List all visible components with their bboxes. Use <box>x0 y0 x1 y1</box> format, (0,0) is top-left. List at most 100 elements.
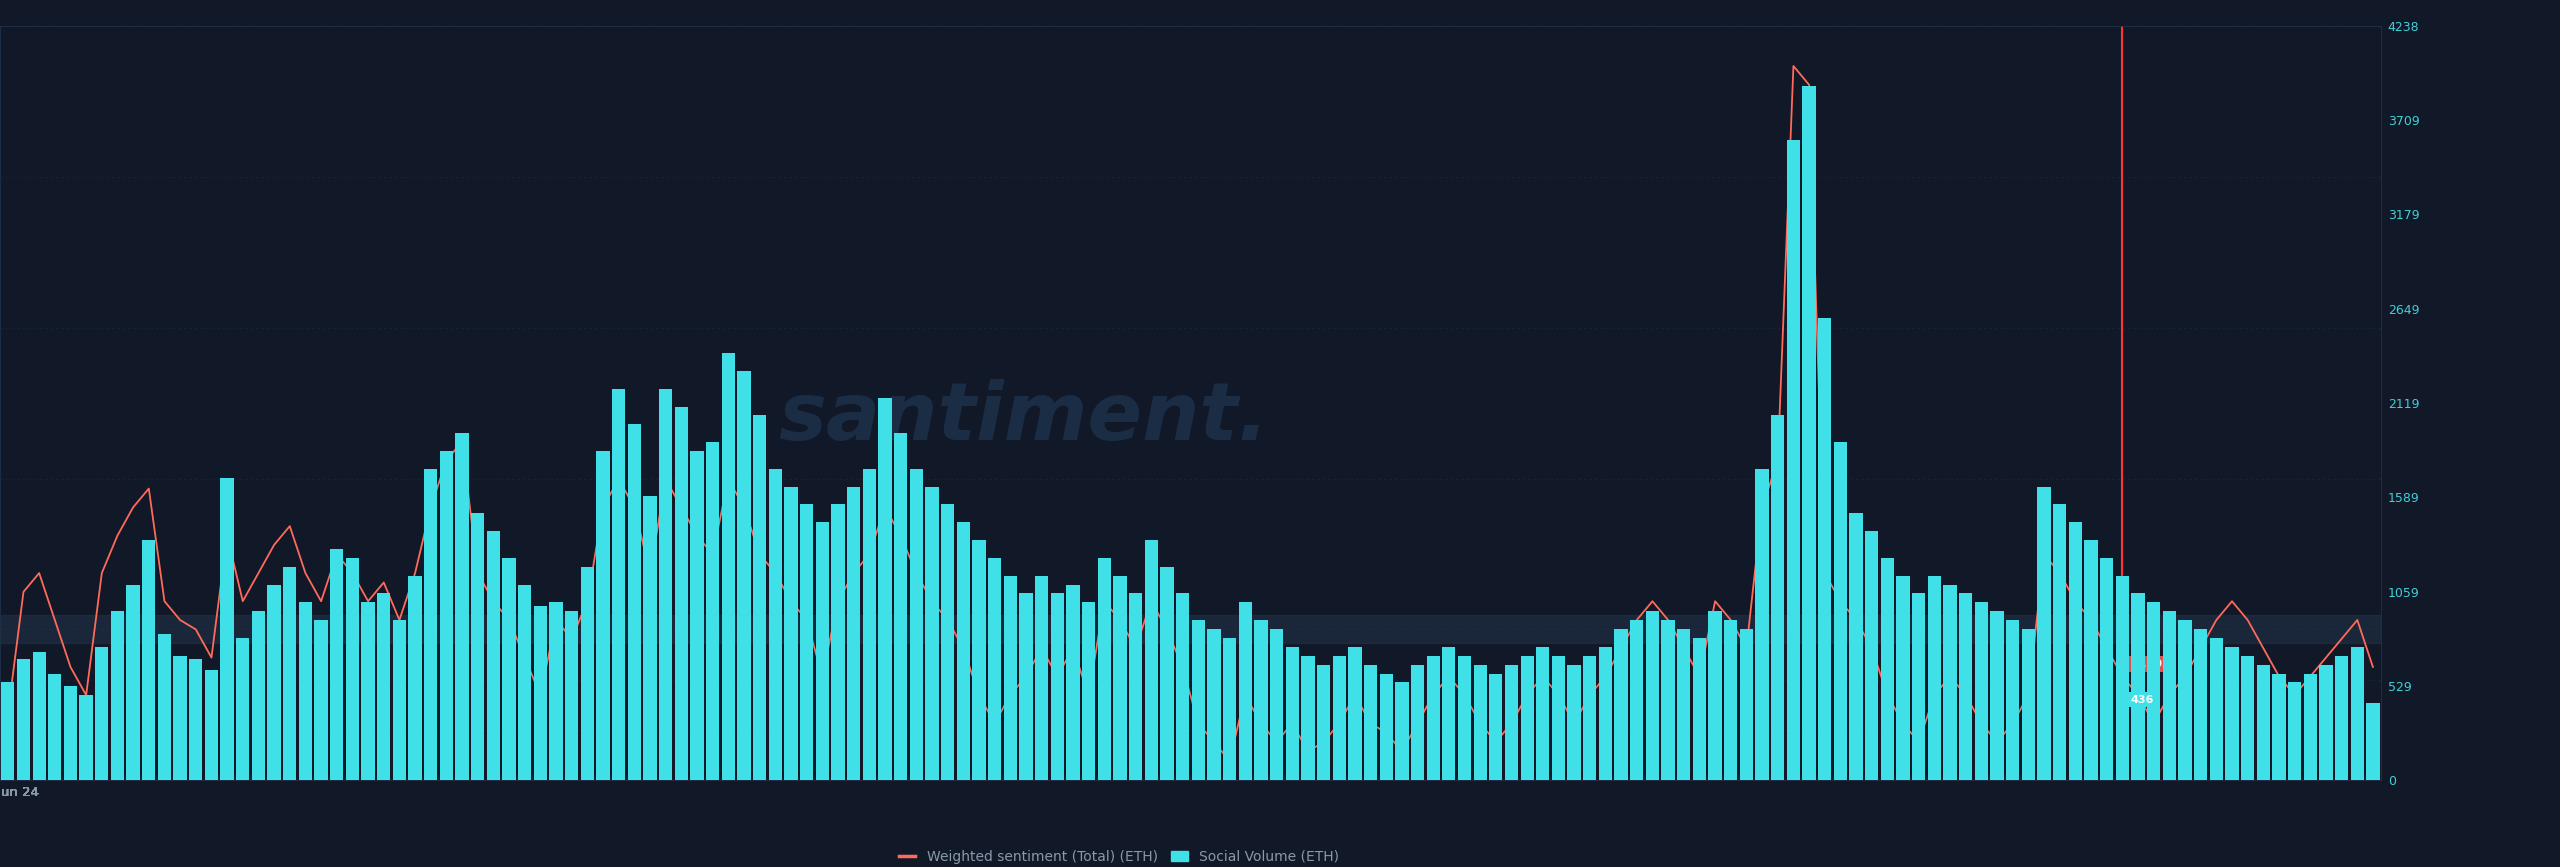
Bar <box>2099 557 2115 780</box>
Bar <box>863 469 876 780</box>
Bar <box>1646 611 1659 780</box>
Bar <box>1050 593 1065 780</box>
Bar <box>799 505 814 780</box>
Bar <box>1457 655 1472 780</box>
Bar <box>1974 603 1989 780</box>
Bar <box>266 584 282 780</box>
Bar <box>300 603 312 780</box>
Bar <box>2240 655 2255 780</box>
Bar <box>1034 576 1047 780</box>
Bar <box>722 353 735 780</box>
Legend: Weighted sentiment (Total) (ETH), Social Volume (ETH): Weighted sentiment (Total) (ETH), Social… <box>899 850 1339 864</box>
Bar <box>768 469 781 780</box>
Bar <box>1224 638 1236 780</box>
Bar <box>581 567 594 780</box>
Bar <box>707 442 719 780</box>
Bar <box>909 469 924 780</box>
Bar <box>425 469 438 780</box>
Bar <box>1175 593 1190 780</box>
Bar <box>1741 629 1754 780</box>
Bar <box>346 557 358 780</box>
Bar <box>2084 540 2097 780</box>
Bar <box>2068 522 2081 780</box>
Bar <box>532 606 548 780</box>
Bar <box>1882 557 1894 780</box>
Bar <box>2335 655 2348 780</box>
Bar <box>471 513 484 780</box>
Bar <box>1866 531 1879 780</box>
Bar <box>174 655 187 780</box>
Bar <box>1756 469 1769 780</box>
Bar <box>1285 647 1298 780</box>
Bar <box>1536 647 1549 780</box>
Bar <box>189 659 202 780</box>
Bar <box>753 415 765 780</box>
Bar <box>817 522 829 780</box>
Bar <box>456 434 468 780</box>
Bar <box>2132 593 2145 780</box>
Bar <box>737 371 750 780</box>
Bar <box>1364 665 1377 780</box>
Bar <box>251 611 266 780</box>
Bar <box>1521 655 1533 780</box>
Bar <box>783 486 799 780</box>
Bar <box>1114 576 1126 780</box>
Bar <box>1787 140 1800 780</box>
Bar <box>1708 611 1723 780</box>
Bar <box>1411 665 1423 780</box>
Bar <box>1068 584 1080 780</box>
Bar <box>1254 620 1267 780</box>
Bar <box>1818 317 1830 780</box>
Bar <box>1380 674 1393 780</box>
Bar <box>2209 638 2222 780</box>
Bar <box>847 486 860 780</box>
Bar <box>676 407 689 780</box>
Bar <box>330 549 343 780</box>
Bar <box>1802 86 1815 780</box>
Bar <box>643 496 658 780</box>
Bar <box>1723 620 1738 780</box>
Bar <box>2022 629 2035 780</box>
Bar <box>284 567 297 780</box>
Bar <box>410 576 422 780</box>
Bar <box>2053 505 2066 780</box>
Bar <box>517 584 532 780</box>
Bar <box>878 398 891 780</box>
Bar <box>2163 611 2176 780</box>
Bar <box>2225 647 2237 780</box>
Bar <box>1349 647 1362 780</box>
Bar <box>1426 655 1439 780</box>
Bar <box>125 584 141 780</box>
Bar <box>79 694 92 780</box>
Bar <box>1848 513 1864 780</box>
Bar <box>49 674 61 780</box>
Text: -0.402: -0.402 <box>2130 659 2171 669</box>
Bar <box>1334 655 1347 780</box>
Bar <box>376 593 392 780</box>
Bar <box>2148 603 2161 780</box>
Bar <box>143 540 156 780</box>
Bar <box>64 686 77 780</box>
Bar <box>0 616 2381 643</box>
Bar <box>1989 611 2004 780</box>
Bar <box>2258 665 2271 780</box>
Bar <box>988 557 1001 780</box>
Bar <box>2304 674 2317 780</box>
Bar <box>315 620 328 780</box>
Bar <box>924 486 940 780</box>
Bar <box>1144 540 1157 780</box>
Bar <box>550 603 563 780</box>
Bar <box>1190 620 1206 780</box>
Bar <box>1505 665 1518 780</box>
Bar <box>1897 576 1910 780</box>
Bar <box>1631 620 1644 780</box>
Bar <box>1772 415 1784 780</box>
Bar <box>1943 584 1956 780</box>
Bar <box>1083 603 1096 780</box>
Bar <box>486 531 499 780</box>
Bar <box>1098 557 1111 780</box>
Bar <box>658 388 673 780</box>
Bar <box>2038 486 2051 780</box>
Bar <box>832 505 845 780</box>
Bar <box>361 603 374 780</box>
